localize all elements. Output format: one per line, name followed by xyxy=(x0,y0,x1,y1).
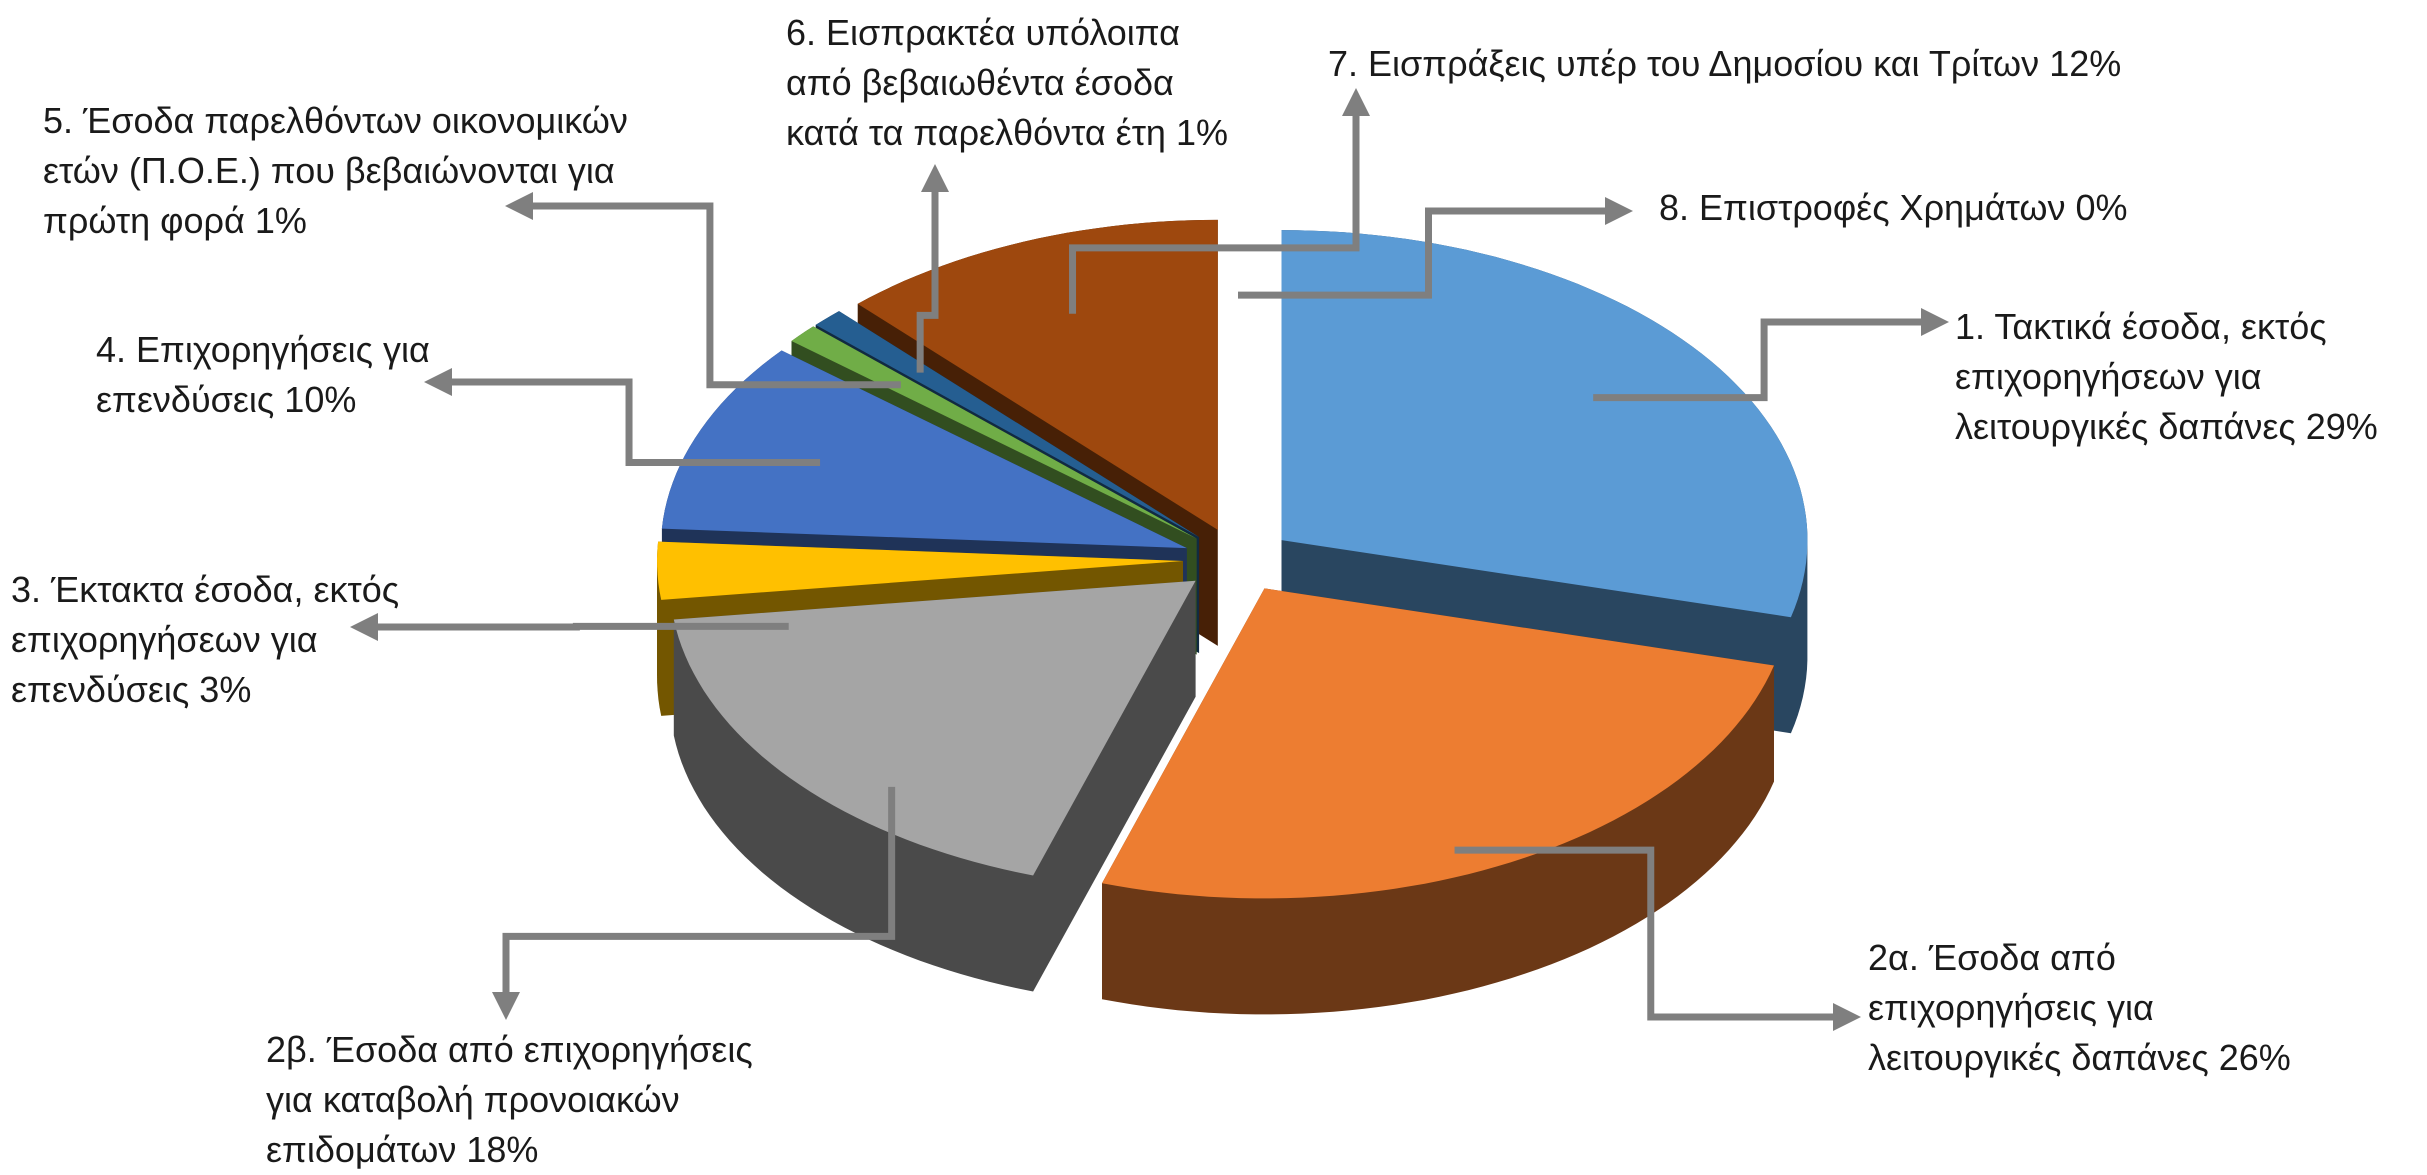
data-label: 6. Εισπρακτέα υπόλοιπα από βεβαιωθέντα έ… xyxy=(786,8,1246,158)
leader-line xyxy=(505,192,901,389)
leader-line xyxy=(492,786,896,1020)
data-label: 7. Εισπράξεις υπέρ του Δημοσίου και Τρίτ… xyxy=(1328,39,2228,89)
slice xyxy=(815,311,1200,538)
label-value: 3% xyxy=(199,669,252,710)
label-value: 26% xyxy=(2218,1037,2291,1078)
data-label: 2α. Έσοδα από επιχορηγήσεις για λειτουργ… xyxy=(1868,933,2348,1083)
slice xyxy=(1102,588,1774,899)
leader-line xyxy=(424,368,821,466)
label-value: 10% xyxy=(284,379,357,420)
slice xyxy=(1281,230,1808,618)
data-label: 8. Επιστροφές Χρημάτων 0% xyxy=(1659,183,2259,233)
label-name: 6. Εισπρακτέα υπόλοιπα από βεβαιωθέντα έ… xyxy=(786,12,1180,153)
label-name: 4. Επιχορηγήσεις για επενδύσεις xyxy=(96,329,430,420)
leader-line xyxy=(1238,197,1633,299)
label-name: 3. Έκτακτα έσοδα, εκτός επιχορηγήσεων γι… xyxy=(11,569,400,710)
label-name: 1. Τακτικά έσοδα, εκτός επιχορηγήσεων γι… xyxy=(1955,306,2327,447)
data-label: 1. Τακτικά έσοδα, εκτός επιχορηγήσεων γι… xyxy=(1955,302,2425,452)
label-name: 8. Επιστροφές Χρημάτων xyxy=(1659,187,2066,228)
label-value: 18% xyxy=(466,1129,539,1170)
label-name: 5. Έσοδα παρελθόντων οικονομικών ετών (Π… xyxy=(43,100,628,241)
leader-line xyxy=(916,164,949,373)
label-name: 2β. Έσοδα από επιχορηγήσεις για καταβολή… xyxy=(266,1029,753,1170)
data-label: 3. Έκτακτα έσοδα, εκτός επιχορηγήσεων γι… xyxy=(11,565,441,715)
leader-line xyxy=(1593,308,1949,402)
label-name: 7. Εισπράξεις υπέρ του Δημοσίου και Τρίτ… xyxy=(1328,43,2040,84)
slice xyxy=(791,326,1197,539)
leader-line xyxy=(1454,846,1861,1031)
data-label: 2β. Έσοδα από επιχορηγήσεις για καταβολή… xyxy=(266,1025,806,1175)
label-value: 1% xyxy=(1175,112,1228,153)
slice xyxy=(657,541,1183,600)
label-value: 29% xyxy=(2305,406,2378,447)
label-value: 12% xyxy=(2049,43,2122,84)
slice xyxy=(673,580,1196,876)
slice xyxy=(661,350,1187,549)
data-label: 5. Έσοδα παρελθόντων οικονομικών ετών (Π… xyxy=(43,96,693,246)
data-label: 4. Επιχορηγήσεις για επενδύσεις 10% xyxy=(96,325,476,425)
leader-line xyxy=(350,613,789,641)
label-name: 2α. Έσοδα από επιχορηγήσεις για λειτουργ… xyxy=(1868,937,2209,1078)
slice xyxy=(857,219,1218,530)
label-value: 1% xyxy=(254,200,307,241)
label-value: 0% xyxy=(2075,187,2128,228)
leader-line xyxy=(1069,88,1370,314)
